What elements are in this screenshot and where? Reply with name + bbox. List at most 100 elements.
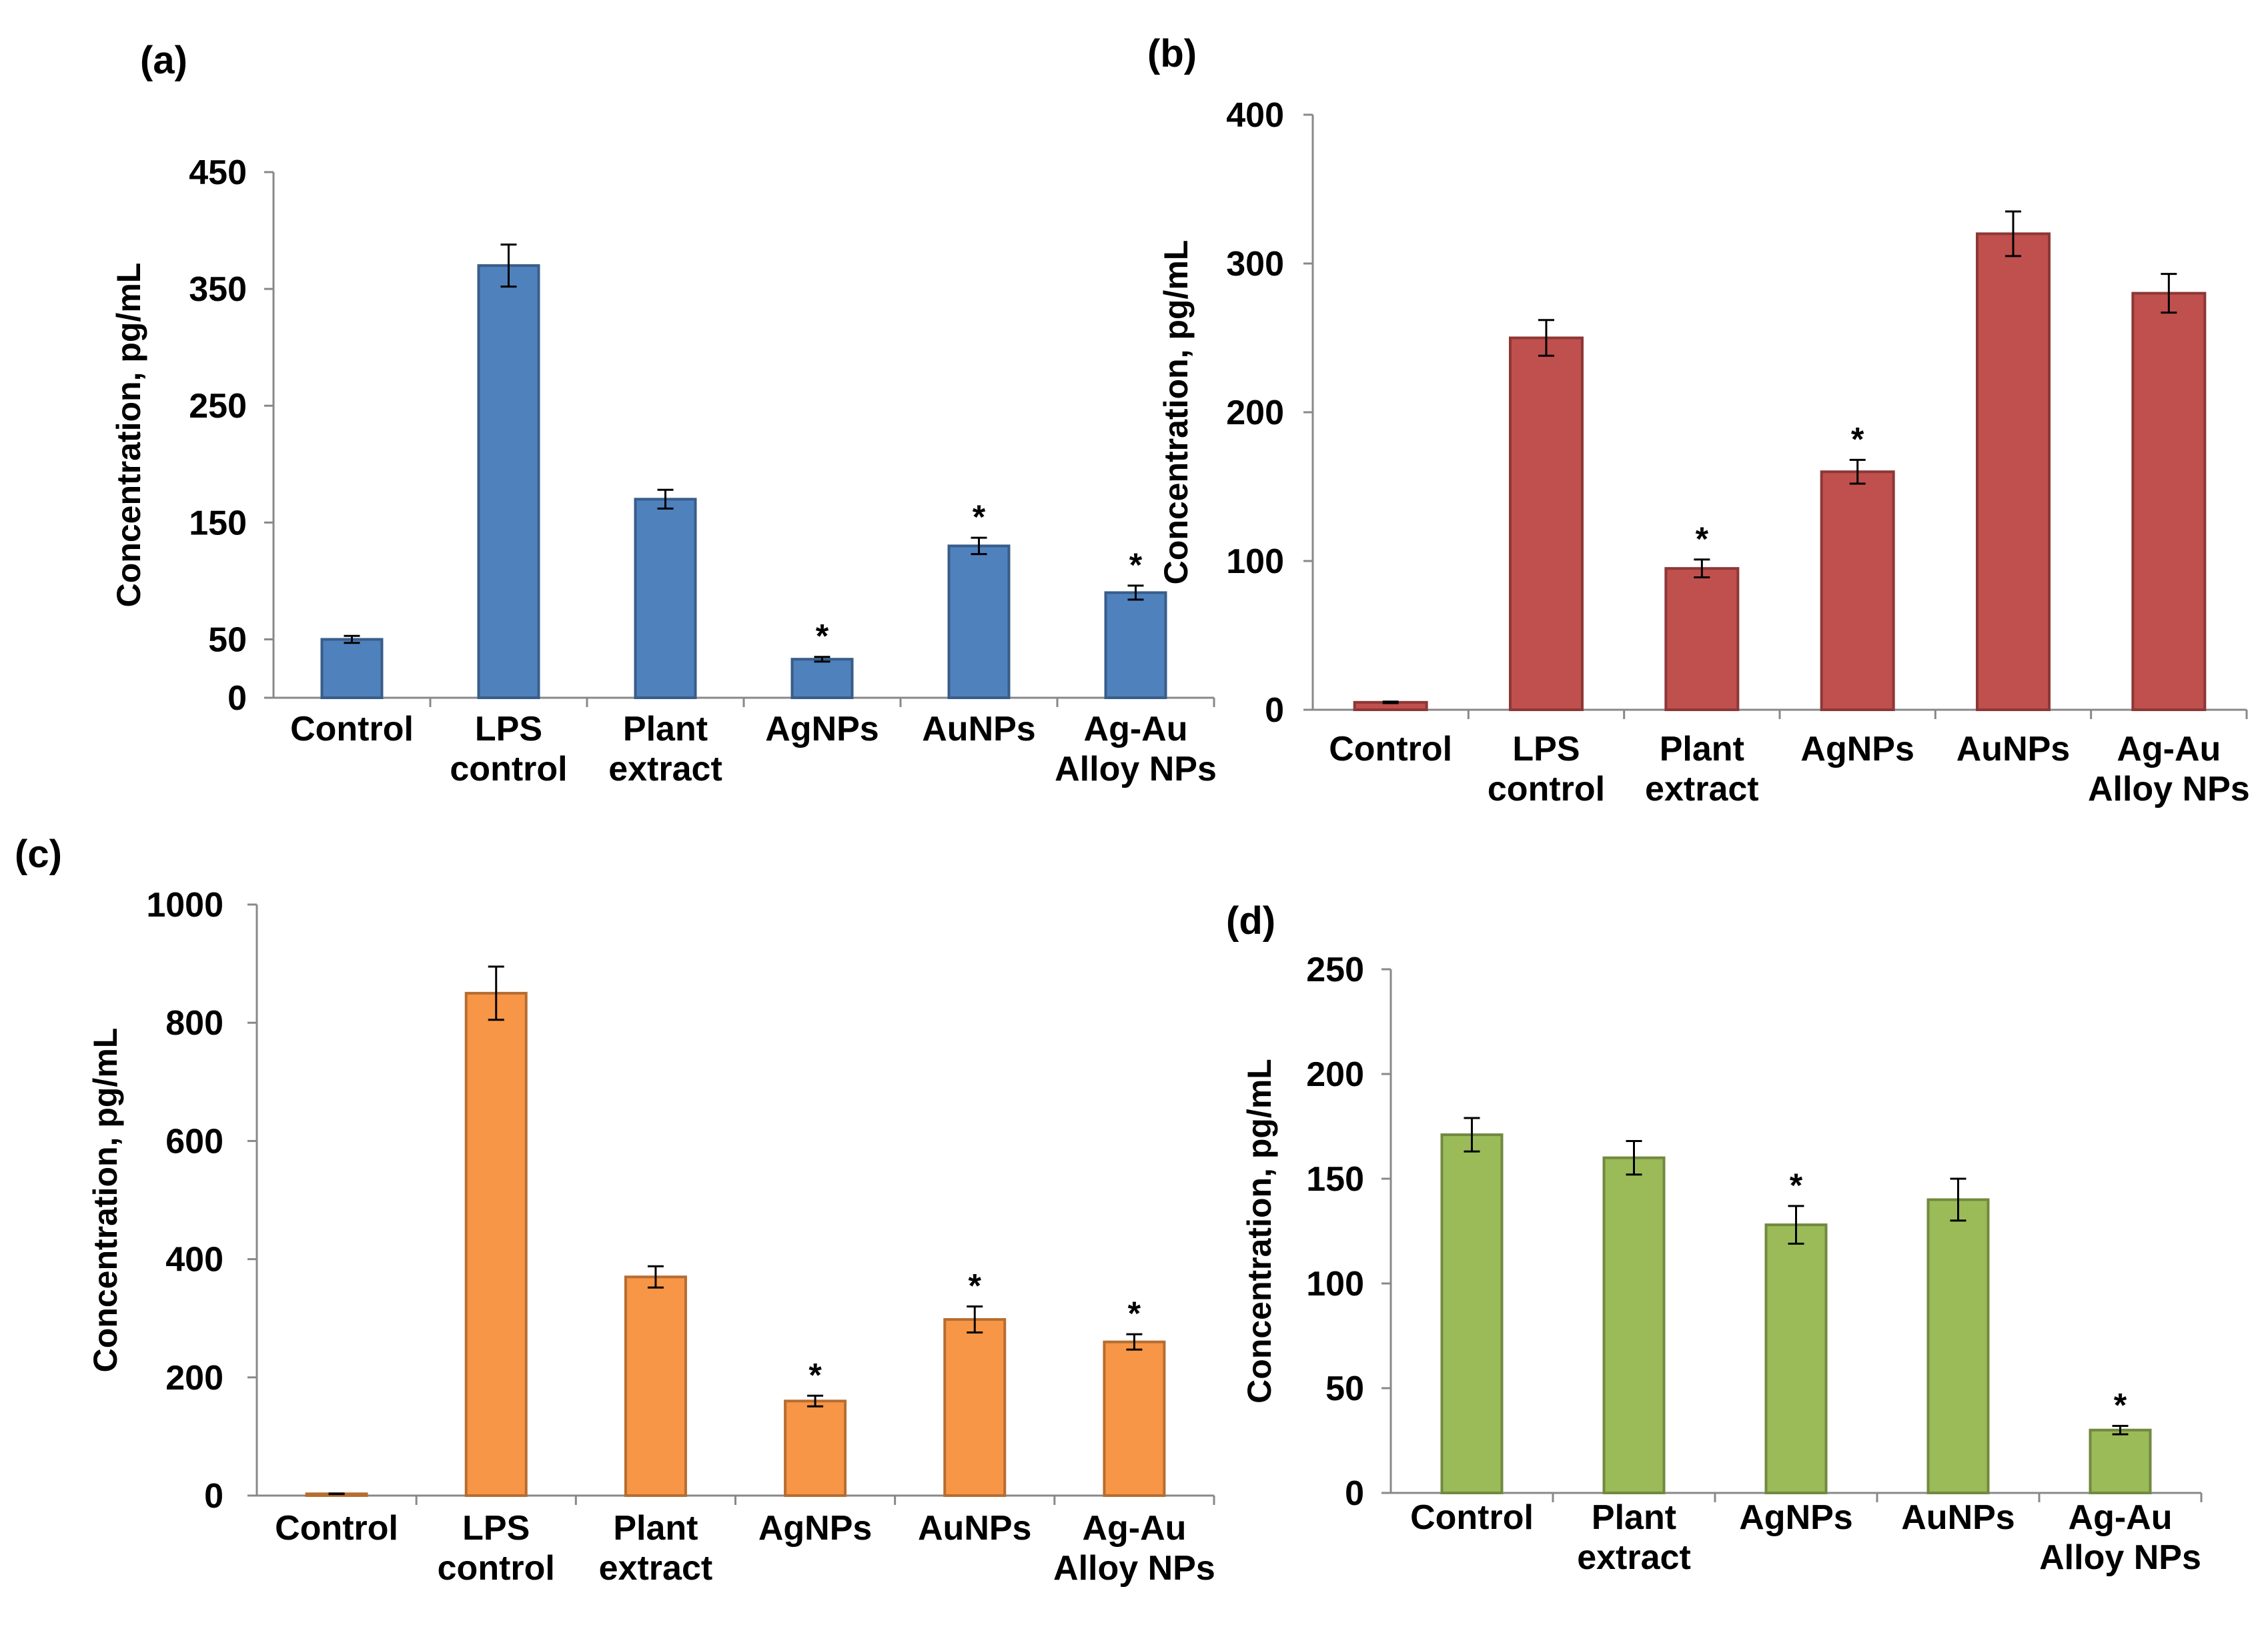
- significance-star: *: [1696, 520, 1709, 558]
- x-category-label: Ag-Au: [1082, 1509, 1186, 1548]
- panel-label: (c): [15, 833, 62, 876]
- x-category-label: extract: [608, 750, 722, 788]
- chart-panel-c: (c) 0 200 400 600 800 1000 Concentration, pg/mL…: [15, 833, 1215, 1588]
- x-category-label: Ag-Au: [1084, 710, 1188, 748]
- bar: [790, 658, 854, 699]
- y-tick-label: 150: [1306, 1160, 1364, 1199]
- y-tick-label: 800: [165, 1004, 223, 1043]
- y-tick-label: 150: [189, 504, 247, 542]
- significance-star: *: [1128, 1295, 1141, 1332]
- y-tick-label: 450: [189, 153, 247, 192]
- y-tick-label: 50: [208, 620, 247, 659]
- significance-star: *: [1851, 420, 1864, 458]
- y-tick-label: 100: [1306, 1265, 1364, 1303]
- y-tick-label: 400: [165, 1241, 223, 1279]
- x-category-label: Alloy NPs: [2088, 770, 2250, 808]
- y-tick-label: 0: [1265, 691, 1284, 730]
- x-category-label: Alloy NPs: [1053, 1549, 1215, 1588]
- chart-panel-d: (d) 0 50 100 150 200 250 Concentration, pg/mL Co…: [1226, 899, 2203, 1577]
- x-category-label: LPS: [462, 1509, 530, 1548]
- x-category-label: LPS: [1512, 730, 1580, 768]
- x-category-label: AgNPs: [758, 1509, 872, 1548]
- x-category-label: Alloy NPs: [1055, 750, 1217, 788]
- y-tick-label: 200: [1306, 1055, 1364, 1094]
- x-category-label: extract: [1645, 770, 1759, 808]
- y-tick-label: 350: [189, 270, 247, 309]
- x-category-label: extract: [599, 1549, 713, 1588]
- y-tick-label: 0: [1345, 1474, 1364, 1513]
- x-category-label: Plant: [1660, 730, 1744, 768]
- bar: [477, 264, 540, 700]
- bar: [784, 1400, 847, 1497]
- bar: [2089, 1428, 2152, 1495]
- bar: [1926, 1198, 1990, 1495]
- y-tick-label: 0: [227, 679, 247, 718]
- bar: [1602, 1156, 1666, 1494]
- y-axis-title: Concentration, pg/mL: [1157, 240, 1195, 585]
- significance-star: *: [1790, 1167, 1803, 1204]
- x-category-label: Control: [275, 1509, 398, 1548]
- bar: [1976, 232, 2051, 711]
- x-category-label: control: [1488, 770, 1605, 808]
- bar: [464, 991, 528, 1497]
- x-category-label: AgNPs: [1739, 1498, 1852, 1537]
- x-category-label: AuNPs: [1901, 1498, 2015, 1537]
- x-category-label: Plant: [1592, 1498, 1676, 1537]
- x-category-label: Ag-Au: [2117, 730, 2221, 768]
- x-category-label: AgNPs: [1800, 730, 1914, 768]
- x-category-label: control: [450, 750, 567, 788]
- x-category-label: extract: [1577, 1538, 1691, 1577]
- panel-label: (a): [140, 39, 187, 82]
- y-tick-label: 300: [1226, 245, 1284, 284]
- panel-label: (d): [1226, 899, 1275, 943]
- y-tick-label: 200: [1226, 394, 1284, 432]
- chart-panel-b: (b) 0 100 200 300 400 Concentration, pg/mL Cont…: [1147, 32, 2250, 808]
- x-category-label: Alloy NPs: [2039, 1538, 2201, 1577]
- bar: [1103, 1340, 1166, 1498]
- bar: [320, 638, 384, 700]
- x-category-label: LPS: [475, 710, 542, 748]
- bar: [943, 1317, 1007, 1498]
- significance-star: *: [1129, 546, 1143, 584]
- y-tick-label: 0: [204, 1477, 223, 1516]
- y-tick-label: 1000: [146, 886, 223, 925]
- bar: [1509, 336, 1584, 711]
- y-tick-label: 250: [1306, 951, 1364, 989]
- x-category-label: Control: [290, 710, 414, 748]
- significance-star: *: [808, 1356, 822, 1394]
- bar: [634, 498, 697, 699]
- x-category-label: Plant: [613, 1509, 698, 1548]
- bar: [947, 544, 1011, 699]
- y-tick-label: 100: [1226, 542, 1284, 581]
- x-category-label: control: [438, 1549, 555, 1588]
- bar: [1664, 567, 1740, 712]
- y-tick-label: 200: [165, 1359, 223, 1398]
- x-category-label: Control: [1329, 730, 1452, 768]
- bar: [1440, 1133, 1504, 1495]
- significance-star: *: [969, 1267, 982, 1304]
- significance-star: *: [2114, 1387, 2127, 1424]
- bar: [624, 1275, 687, 1498]
- y-axis-title: Concentration, pg/mL: [1241, 1059, 1278, 1404]
- x-category-label: Control: [1410, 1498, 1534, 1537]
- x-category-label: AuNPs: [918, 1509, 1031, 1548]
- y-tick-label: 400: [1226, 96, 1284, 135]
- x-category-label: AuNPs: [922, 710, 1035, 748]
- x-category-label: AuNPs: [1956, 730, 2070, 768]
- significance-star: *: [816, 618, 829, 655]
- bar: [1764, 1223, 1828, 1494]
- y-tick-label: 250: [189, 387, 247, 426]
- chart-panel-a: (a) 0 50 150 250 350 450 Concentration, pg/mL Co…: [110, 39, 1217, 788]
- bar: [1104, 591, 1167, 700]
- bar: [2131, 292, 2207, 712]
- y-axis-title: Concentration, pg/mL: [110, 263, 147, 608]
- significance-star: *: [973, 498, 986, 536]
- bar: [1820, 470, 1895, 711]
- x-category-label: Plant: [623, 710, 708, 748]
- y-axis-title: Concentration, pg/mL: [87, 1028, 124, 1373]
- y-tick-label: 50: [1325, 1370, 1364, 1408]
- x-category-label: AgNPs: [765, 710, 879, 748]
- y-tick-label: 600: [165, 1122, 223, 1161]
- panel-label: (b): [1147, 32, 1197, 75]
